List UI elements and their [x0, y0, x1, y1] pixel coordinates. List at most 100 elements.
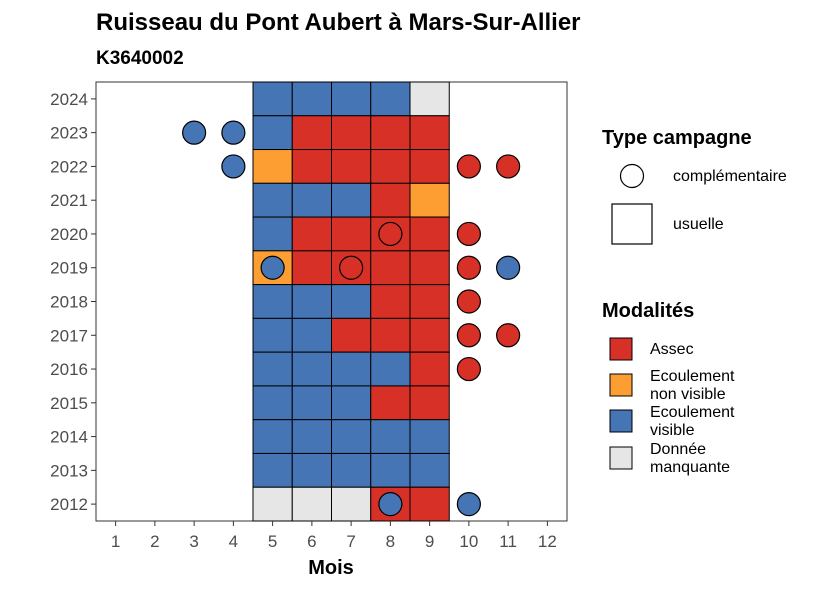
y-tick-label: 2021 — [50, 191, 88, 210]
usuelle-cell — [252, 284, 293, 319]
usuelle-cell — [291, 486, 332, 522]
usuelle-cell — [409, 452, 450, 488]
usuelle-cell — [291, 452, 332, 488]
y-tick-label: 2016 — [50, 360, 88, 379]
complementaire-point — [456, 492, 481, 517]
usuelle-cell — [291, 317, 332, 353]
complementaire-point — [260, 255, 285, 280]
x-tick-label: 12 — [538, 532, 557, 551]
usuelle-cell — [370, 419, 411, 454]
x-tick-label: 7 — [346, 532, 355, 551]
x-tick-label: 8 — [386, 532, 395, 551]
usuelle-cell — [409, 250, 450, 286]
usuelle-cell — [370, 351, 411, 387]
usuelle-cell — [252, 149, 293, 184]
usuelle-cell — [252, 81, 293, 117]
usuelle-cell — [331, 385, 372, 421]
usuelle-cell — [252, 385, 293, 421]
usuelle-cell — [252, 216, 293, 252]
usuelle-cell — [409, 317, 450, 353]
legend-circle-icon — [619, 163, 645, 189]
y-tick-label: 2017 — [50, 326, 88, 345]
usuelle-cell — [409, 385, 450, 421]
y-tick-label: 2022 — [50, 157, 88, 176]
usuelle-cell — [331, 452, 372, 488]
legend-campaign-label: complémentaire — [673, 168, 787, 185]
legend-type-campagne: Type campagne complémentaire usuelle — [602, 127, 787, 245]
legend-modalite-label: Ecoulement — [650, 368, 735, 385]
usuelle-cell — [291, 419, 332, 454]
usuelle-cell — [409, 115, 450, 151]
usuelle-cell — [291, 351, 332, 387]
usuelle-cell — [291, 115, 332, 151]
complementaire-point — [339, 255, 364, 280]
chart-title: Ruisseau du Pont Aubert à Mars-Sur-Allie… — [96, 9, 581, 36]
usuelle-cell — [252, 115, 293, 151]
usuelle-cell — [291, 182, 332, 218]
complementaire-point — [456, 221, 481, 247]
complementaire-point — [221, 120, 246, 145]
usuelle-cell — [409, 284, 450, 319]
usuelle-cell — [331, 216, 372, 252]
usuelle-cell — [331, 419, 372, 454]
usuelle-cell — [252, 317, 293, 353]
usuelle-cell — [409, 419, 450, 454]
x-tick-label: 10 — [459, 532, 478, 551]
y-tick-label: 2023 — [50, 124, 88, 143]
usuelle-cell — [409, 351, 450, 387]
usuelle-cell — [409, 216, 450, 252]
usuelle-cells — [252, 81, 450, 522]
complementaire-point — [221, 154, 246, 179]
usuelle-cell — [291, 385, 332, 421]
complementaire-point — [378, 221, 403, 247]
usuelle-cell — [331, 317, 372, 353]
legend-modalites-title: Modalités — [602, 300, 694, 322]
usuelle-cell — [331, 115, 372, 151]
legend-modalite-label: visible — [650, 422, 695, 439]
x-tick-label: 11 — [499, 532, 517, 551]
x-tick-label: 6 — [307, 532, 316, 551]
x-tick-label: 5 — [268, 532, 277, 551]
x-axis-title: Mois — [308, 557, 354, 579]
legend-campaign-title: Type campagne — [602, 127, 752, 149]
x-tick-label: 1 — [111, 532, 120, 551]
y-axis: 2012 2013 2014 2015 2016 2017 2018 2019 2020 2021… — [50, 90, 96, 514]
legend-modalite-label: manquante — [650, 459, 730, 476]
y-tick-label: 2018 — [50, 293, 88, 312]
y-tick-label: 2024 — [50, 90, 88, 109]
x-tick-label: 9 — [425, 532, 434, 551]
usuelle-cell — [291, 216, 332, 252]
usuelle-cell — [370, 385, 411, 421]
x-tick-label: 4 — [229, 532, 238, 551]
legend-swatch — [609, 337, 633, 361]
legend-swatch — [609, 373, 633, 397]
usuelle-cell — [331, 81, 372, 117]
complementaire-point — [456, 154, 481, 179]
legend-modalite-label: Donnée — [650, 441, 706, 458]
usuelle-cell — [409, 149, 450, 184]
complementaire-points — [182, 120, 521, 517]
usuelle-cell — [291, 284, 332, 319]
usuelle-cell — [370, 182, 411, 218]
y-tick-label: 2019 — [50, 259, 88, 278]
usuelle-cell — [409, 81, 450, 117]
usuelle-cell — [331, 182, 372, 218]
usuelle-cell — [331, 149, 372, 184]
chart-subtitle: K3640002 — [96, 48, 184, 69]
usuelle-cell — [370, 284, 411, 319]
usuelle-cell — [370, 81, 411, 117]
legend-swatch — [609, 409, 633, 433]
usuelle-cell — [370, 250, 411, 286]
complementaire-point — [496, 323, 521, 348]
usuelle-cell — [370, 149, 411, 184]
y-tick-label: 2014 — [50, 428, 88, 447]
usuelle-cell — [252, 452, 293, 488]
complementaire-point — [456, 289, 481, 314]
complementaire-point — [496, 255, 521, 280]
usuelle-cell — [252, 351, 293, 387]
usuelle-cell — [291, 81, 332, 117]
legend-modalite-label: Ecoulement — [650, 404, 735, 421]
legend-swatch — [609, 446, 633, 470]
usuelle-cell — [331, 351, 372, 387]
y-tick-label: 2012 — [50, 495, 88, 514]
